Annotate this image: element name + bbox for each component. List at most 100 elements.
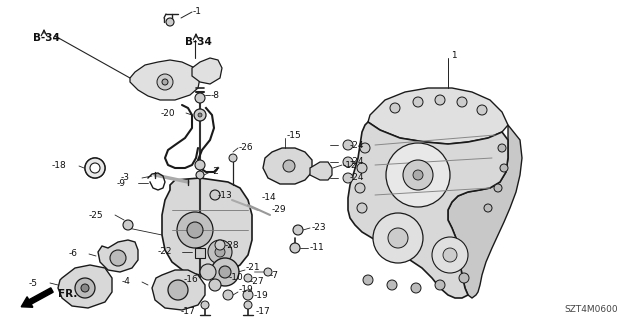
- Circle shape: [162, 79, 168, 85]
- Text: -14: -14: [262, 194, 276, 203]
- Text: -23: -23: [312, 224, 326, 233]
- Circle shape: [168, 280, 188, 300]
- Circle shape: [435, 95, 445, 105]
- Circle shape: [209, 279, 221, 291]
- Text: -22: -22: [157, 248, 172, 256]
- Circle shape: [215, 240, 225, 250]
- Circle shape: [123, 220, 133, 230]
- Circle shape: [198, 113, 202, 117]
- Text: SZT4M0600: SZT4M0600: [564, 306, 618, 315]
- Text: -3: -3: [121, 174, 130, 182]
- Circle shape: [435, 280, 445, 290]
- Polygon shape: [448, 125, 522, 298]
- Polygon shape: [192, 58, 222, 84]
- Text: -18: -18: [51, 161, 66, 170]
- Circle shape: [484, 204, 492, 212]
- Circle shape: [459, 273, 469, 283]
- Circle shape: [194, 109, 206, 121]
- Polygon shape: [310, 162, 332, 180]
- Circle shape: [388, 228, 408, 248]
- Polygon shape: [195, 248, 205, 258]
- Text: -24: -24: [350, 140, 365, 150]
- Circle shape: [81, 284, 89, 292]
- Circle shape: [90, 163, 100, 173]
- Text: -17: -17: [180, 308, 195, 316]
- Text: -17: -17: [256, 308, 271, 316]
- Text: -29: -29: [272, 205, 287, 214]
- Circle shape: [343, 157, 353, 167]
- Circle shape: [283, 160, 295, 172]
- Polygon shape: [162, 178, 252, 275]
- Text: -28: -28: [225, 241, 239, 249]
- Circle shape: [195, 93, 205, 103]
- Circle shape: [413, 97, 423, 107]
- Text: B-34: B-34: [33, 33, 60, 43]
- Text: -8: -8: [211, 91, 220, 100]
- Text: -2: -2: [211, 167, 220, 176]
- Circle shape: [432, 237, 468, 273]
- Text: -6: -6: [69, 249, 78, 258]
- Circle shape: [219, 266, 231, 278]
- Circle shape: [177, 212, 213, 248]
- Text: -15: -15: [287, 130, 301, 139]
- Circle shape: [357, 203, 367, 213]
- Circle shape: [110, 250, 126, 266]
- Text: -13: -13: [218, 191, 233, 201]
- Polygon shape: [130, 60, 200, 100]
- Text: -25: -25: [88, 211, 103, 219]
- Polygon shape: [368, 88, 508, 144]
- Circle shape: [264, 268, 272, 276]
- Circle shape: [195, 160, 205, 170]
- Text: -24: -24: [350, 174, 365, 182]
- Circle shape: [355, 183, 365, 193]
- Circle shape: [360, 143, 370, 153]
- Circle shape: [215, 247, 225, 257]
- Text: -7: -7: [270, 271, 279, 279]
- Polygon shape: [58, 265, 112, 308]
- Circle shape: [201, 301, 209, 309]
- Circle shape: [166, 18, 174, 26]
- Circle shape: [244, 301, 252, 309]
- Circle shape: [200, 264, 216, 280]
- Circle shape: [373, 213, 423, 263]
- Circle shape: [477, 105, 487, 115]
- Text: FR.: FR.: [58, 289, 77, 299]
- Circle shape: [243, 290, 253, 300]
- Text: -5: -5: [29, 278, 38, 287]
- Text: -21: -21: [246, 263, 260, 272]
- Text: -16: -16: [183, 276, 198, 285]
- Circle shape: [290, 243, 300, 253]
- Text: -12: -12: [343, 160, 358, 169]
- Circle shape: [494, 184, 502, 192]
- Circle shape: [244, 274, 252, 282]
- Circle shape: [208, 240, 232, 264]
- Text: -1: -1: [193, 8, 202, 17]
- Circle shape: [343, 140, 353, 150]
- Circle shape: [387, 280, 397, 290]
- Circle shape: [390, 103, 400, 113]
- Text: -20: -20: [161, 108, 175, 117]
- Text: -4: -4: [121, 278, 130, 286]
- Circle shape: [403, 160, 433, 190]
- Circle shape: [386, 143, 450, 207]
- Circle shape: [293, 225, 303, 235]
- Circle shape: [413, 170, 423, 180]
- Circle shape: [75, 278, 95, 298]
- Circle shape: [211, 258, 239, 286]
- Text: -27: -27: [250, 278, 264, 286]
- Text: -10: -10: [229, 273, 244, 283]
- Circle shape: [443, 248, 457, 262]
- Circle shape: [343, 173, 353, 183]
- Circle shape: [411, 283, 421, 293]
- Circle shape: [187, 222, 203, 238]
- Polygon shape: [263, 148, 312, 184]
- Polygon shape: [152, 270, 205, 310]
- Circle shape: [157, 74, 173, 90]
- Text: -19: -19: [254, 291, 269, 300]
- Text: -24: -24: [350, 158, 365, 167]
- Circle shape: [498, 144, 506, 152]
- Circle shape: [85, 158, 105, 178]
- Circle shape: [457, 97, 467, 107]
- Polygon shape: [98, 240, 138, 272]
- Circle shape: [229, 154, 237, 162]
